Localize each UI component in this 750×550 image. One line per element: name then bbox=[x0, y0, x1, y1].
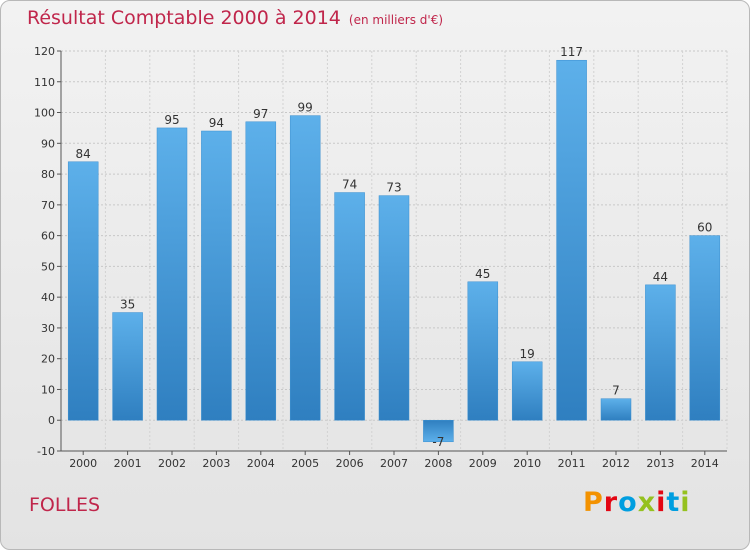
bar-2014 bbox=[689, 235, 721, 421]
y-tick-label: 60 bbox=[41, 230, 55, 243]
x-tick-label: 2011 bbox=[558, 457, 586, 470]
logo-letter: o bbox=[618, 487, 638, 518]
bar-2007 bbox=[378, 195, 410, 421]
x-tick-label: 2007 bbox=[380, 457, 408, 470]
data-label-2009: 45 bbox=[475, 267, 490, 281]
bar-2004 bbox=[245, 121, 277, 421]
proxiti-logo: Proxiti bbox=[583, 487, 691, 518]
x-tick-label: 2014 bbox=[691, 457, 719, 470]
y-tick-label: 110 bbox=[34, 76, 55, 89]
data-labels: 84 35 95 94 97 99 74 73 -7 45 19 117 7 44 60 bbox=[76, 45, 713, 449]
x-tick-label: 2009 bbox=[469, 457, 497, 470]
bar-2009 bbox=[467, 281, 499, 421]
data-label-2013: 44 bbox=[653, 270, 668, 284]
y-tick-label: 80 bbox=[41, 168, 55, 181]
bar-2013 bbox=[645, 284, 676, 421]
data-label-2001: 35 bbox=[120, 298, 135, 312]
x-tick-label: 2012 bbox=[602, 457, 630, 470]
x-tick-label: 2006 bbox=[336, 457, 364, 470]
bar-2000 bbox=[67, 161, 99, 421]
x-tick-label: 2010 bbox=[513, 457, 541, 470]
logo-letter: i bbox=[656, 487, 667, 518]
bar-2006 bbox=[334, 192, 365, 421]
data-label-2000: 84 bbox=[76, 147, 91, 161]
data-label-2003: 94 bbox=[209, 116, 224, 130]
commune-name: FOLLES bbox=[29, 494, 101, 516]
y-tick-label: 90 bbox=[41, 137, 55, 150]
data-label-2014: 60 bbox=[697, 221, 712, 235]
y-tick-label: 0 bbox=[48, 414, 55, 427]
y-tick-label: 50 bbox=[41, 260, 55, 273]
bars bbox=[67, 59, 721, 443]
y-tick-label: -10 bbox=[37, 445, 55, 458]
bar-2003 bbox=[201, 130, 232, 421]
x-tick-label: 2001 bbox=[114, 457, 142, 470]
data-label-2010: 19 bbox=[520, 347, 535, 361]
bar-2002 bbox=[156, 127, 188, 421]
data-label-2008: -7 bbox=[432, 435, 444, 449]
data-label-2011: 117 bbox=[560, 45, 583, 59]
chart-title: Résultat Comptable 2000 à 2014 (en millie… bbox=[27, 7, 443, 29]
x-tick-label: 2008 bbox=[424, 457, 452, 470]
logo-letter: t bbox=[666, 487, 681, 518]
logo-letter: P bbox=[583, 487, 604, 518]
data-label-2004: 97 bbox=[253, 107, 268, 121]
y-tick-label: 30 bbox=[41, 322, 55, 335]
x-tick-label: 2005 bbox=[291, 457, 319, 470]
chart-title-text: Résultat Comptable 2000 à 2014 bbox=[27, 7, 341, 29]
x-tick-label: 2013 bbox=[646, 457, 674, 470]
bar-2008 bbox=[423, 419, 454, 443]
bar-2011 bbox=[556, 59, 587, 421]
bar-2005 bbox=[289, 115, 321, 421]
bar-2012 bbox=[600, 398, 632, 421]
logo-letter: r bbox=[603, 487, 619, 518]
x-tick-label: 2003 bbox=[202, 457, 230, 470]
y-tick-label: 120 bbox=[34, 45, 55, 58]
data-label-2007: 73 bbox=[386, 181, 401, 195]
axes: -10 0 10 20 30 40 50 60 70 80 90 100 110 120 2000 2001 2… bbox=[34, 45, 727, 470]
y-tick-label: 100 bbox=[34, 107, 55, 120]
data-label-2006: 74 bbox=[342, 178, 357, 192]
y-tick-label: 40 bbox=[41, 291, 55, 304]
x-tick-label: 2002 bbox=[158, 457, 186, 470]
y-tick-label: 10 bbox=[41, 383, 55, 396]
chart-subtitle: (en milliers d'€) bbox=[348, 13, 444, 27]
y-tick-label: 70 bbox=[41, 199, 55, 212]
bar-2001 bbox=[112, 312, 143, 421]
data-label-2005: 99 bbox=[298, 101, 313, 115]
logo-letter: i bbox=[680, 487, 691, 518]
x-tick-label: 2004 bbox=[247, 457, 275, 470]
bar-2010 bbox=[511, 361, 543, 421]
logo-letter: x bbox=[637, 487, 657, 518]
data-label-2012: 7 bbox=[612, 384, 620, 398]
x-tick-label: 2000 bbox=[69, 457, 97, 470]
y-tick-label: 20 bbox=[41, 353, 55, 366]
data-label-2002: 95 bbox=[164, 113, 179, 127]
